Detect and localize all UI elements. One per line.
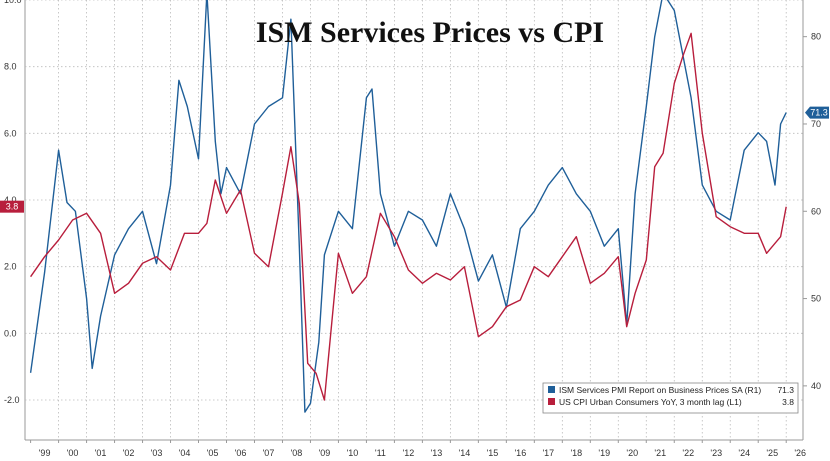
x-tick-label: '19 [598,448,610,458]
x-tick-label: '12 [403,448,415,458]
left-tick-label: 8.0 [4,62,17,72]
x-tick-label: '06 [235,448,247,458]
x-tick-label: '21 [654,448,666,458]
x-tick-label: '20 [626,448,638,458]
x-tick-label: '25 [766,448,778,458]
left-tick-label: 4.0 [4,195,17,205]
right-tick-label: 60 [811,206,821,216]
left-tick-label: 6.0 [4,128,17,138]
legend-value-1: 3.8 [782,397,794,407]
right-tick-label: 40 [811,381,821,391]
x-tick-label: '11 [375,448,386,458]
x-tick-label: '16 [514,448,526,458]
x-tick-label: '07 [263,448,275,458]
x-tick-label: '24 [738,448,750,458]
x-tick-label: '09 [319,448,331,458]
legend-value-0: 71.3 [777,385,794,395]
x-tick-label: '03 [151,448,163,458]
x-tick-label: '01 [95,448,107,458]
x-tick-label: '04 [179,448,191,458]
left-value-badge-label: 3.8 [6,202,19,212]
x-tick-label: '13 [431,448,443,458]
left-tick-label: 10.0 [4,0,22,5]
x-tick-label: '99 [39,448,51,458]
chart-title: ISM Services Prices vs CPI [256,16,604,49]
x-tick-label: '23 [710,448,722,458]
x-tick-label: '08 [291,448,303,458]
legend-swatch-0 [548,386,555,393]
x-tick-label: '26 [794,448,806,458]
legend-label-0: ISM Services PMI Report on Business Pric… [559,385,761,395]
right-tick-label: 80 [811,32,821,42]
series-line-0 [29,0,787,413]
x-tick-label: '22 [682,448,694,458]
x-tick-label: '15 [486,448,498,458]
right-value-badge [805,106,829,119]
legend-swatch-1 [548,398,555,405]
right-value-badge-label: 71.3 [810,108,828,118]
left-tick-label: -2.0 [4,395,20,405]
x-tick-label: '18 [570,448,582,458]
x-tick-label: '05 [207,448,219,458]
x-tick-label: '00 [67,448,79,458]
left-tick-label: 2.0 [4,262,17,272]
legend-label-1: US CPI Urban Consumers YoY, 3 month lag … [559,397,742,407]
legend-box [542,382,799,414]
left-tick-label: 0.0 [4,328,17,338]
right-tick-label: 50 [811,294,821,304]
x-tick-label: '14 [459,448,471,458]
left-value-badge [0,200,24,213]
x-tick-label: '17 [542,448,554,458]
x-tick-label: '10 [347,448,359,458]
x-tick-label: '02 [123,448,135,458]
right-tick-label: 70 [811,119,821,129]
series-line-1 [30,32,787,401]
